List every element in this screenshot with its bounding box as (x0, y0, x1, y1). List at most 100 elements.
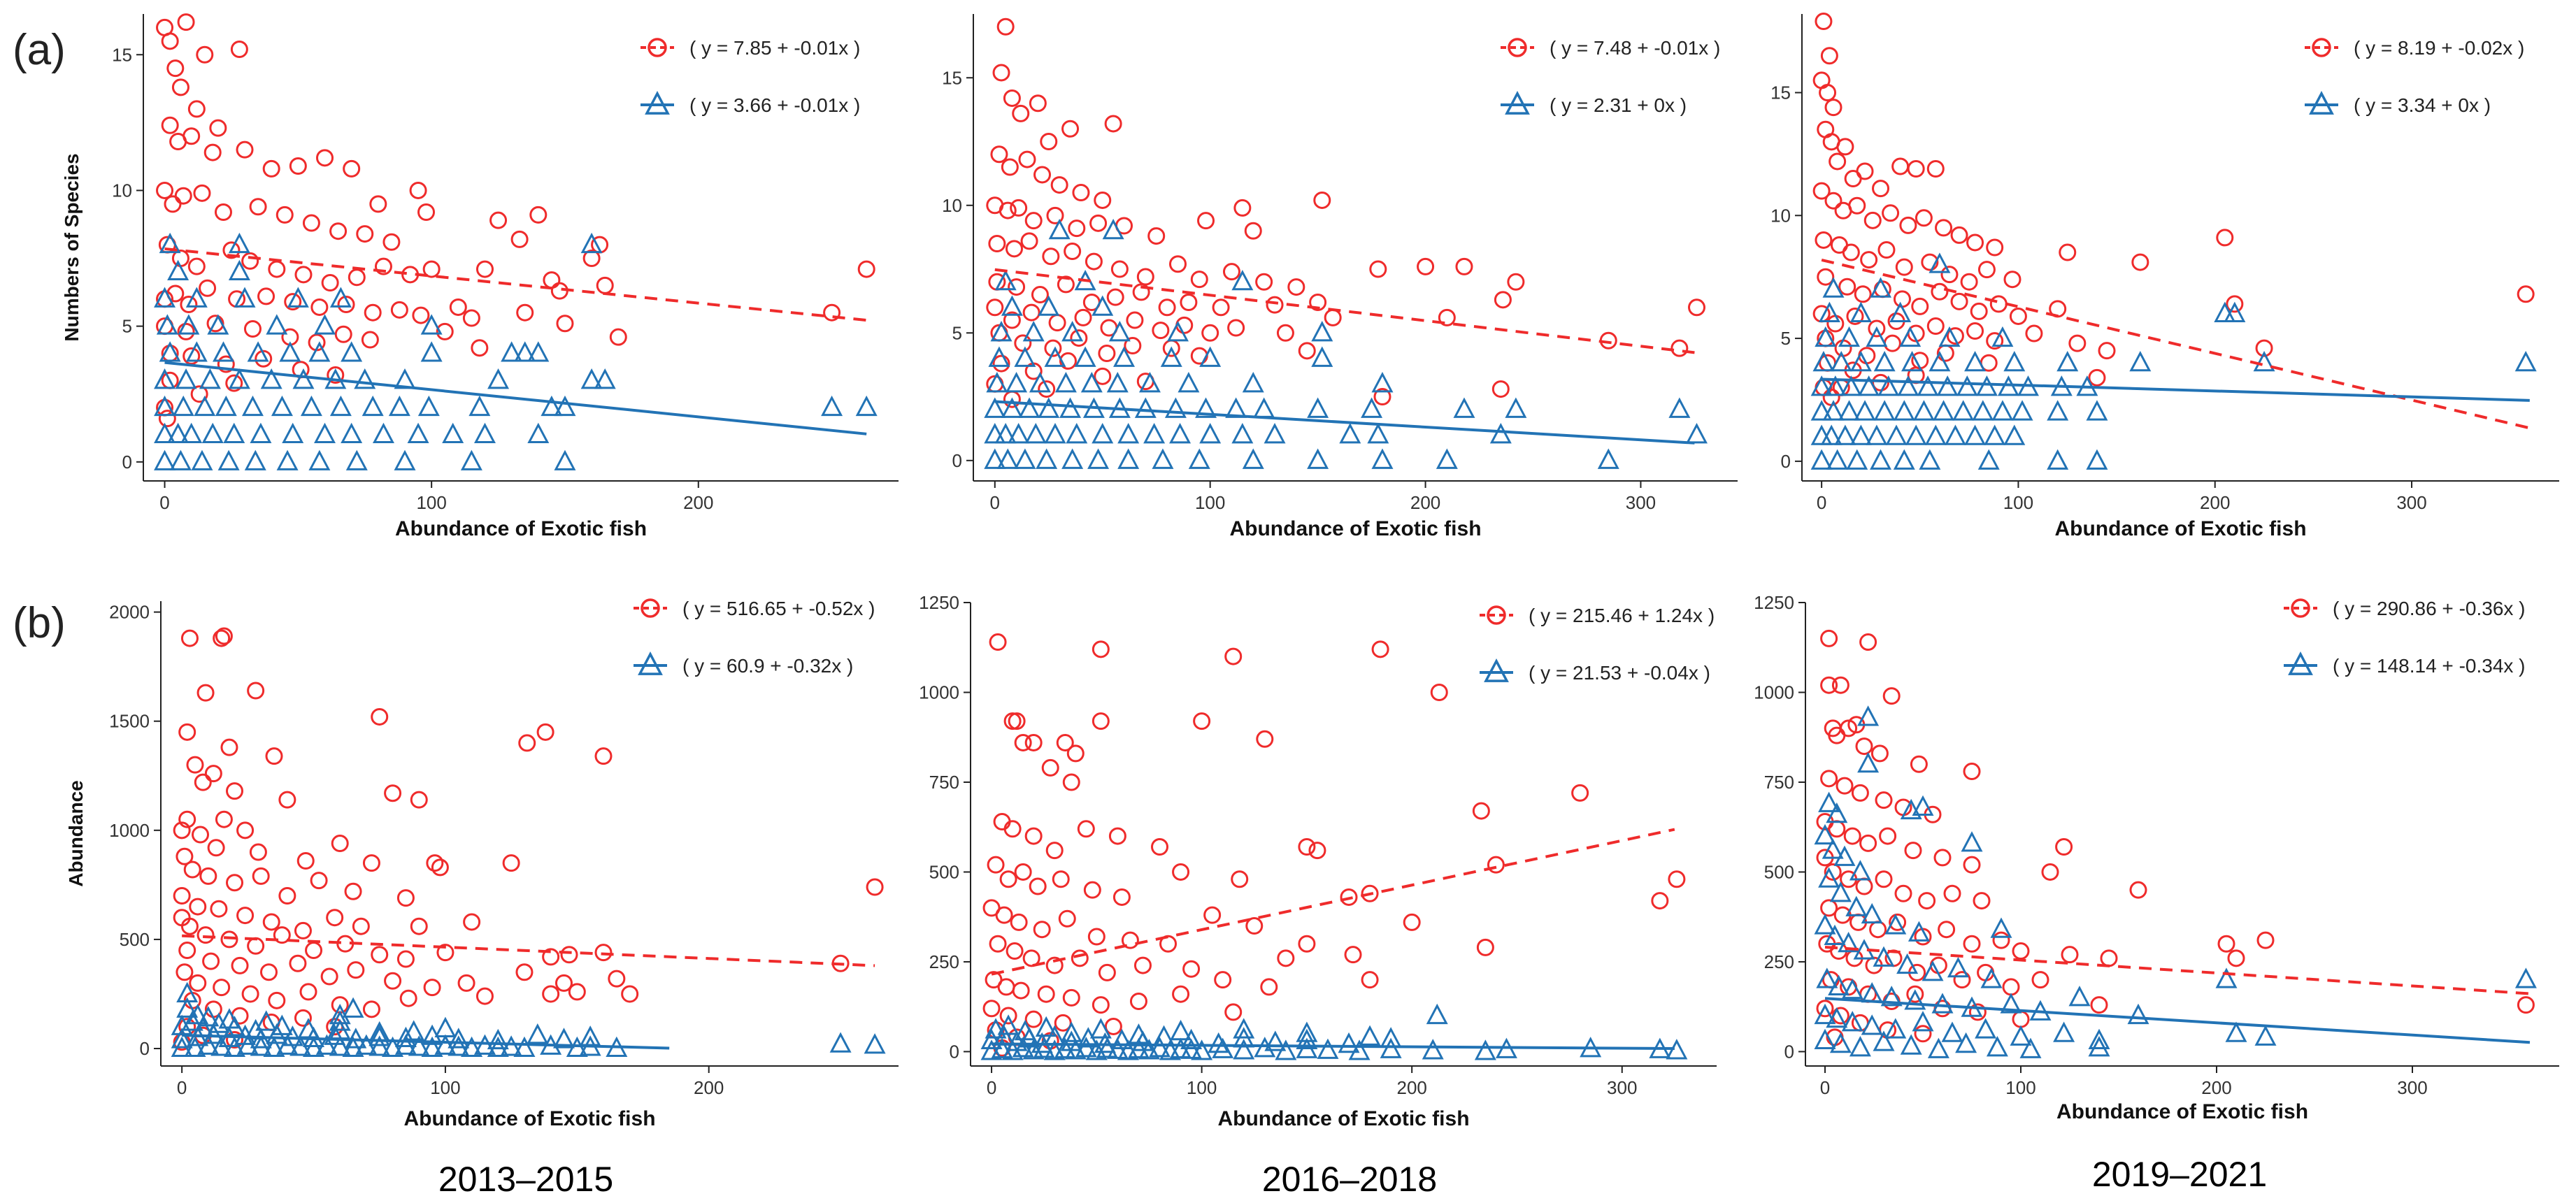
data-point (1873, 946, 1895, 967)
data-point (1178, 372, 1200, 393)
y-tick-label: 750 (929, 772, 959, 793)
data-point (1907, 159, 1925, 178)
data-point (431, 858, 449, 877)
data-point (183, 860, 201, 879)
y-tick-label: 1000 (919, 682, 959, 703)
data-point (2086, 449, 2108, 470)
data-point (207, 314, 229, 335)
data-point (2088, 368, 2106, 387)
data-point (475, 260, 494, 278)
y-tick-label: 5 (952, 322, 962, 343)
data-point (220, 738, 238, 756)
data-point (1889, 913, 1907, 931)
data-point (1921, 253, 1939, 271)
data-point (1668, 397, 1691, 418)
legend-label: ( y = 7.85 + -0.01x ) (689, 37, 860, 59)
data-point (171, 1028, 193, 1049)
data-point (1489, 423, 1512, 444)
data-point (1253, 397, 1275, 418)
data-point (154, 287, 176, 308)
data-point (2061, 946, 2079, 964)
data-point (1113, 346, 1136, 367)
data-point (1199, 346, 1222, 367)
data-point (412, 306, 430, 324)
data-point (289, 954, 307, 972)
data-point (1066, 744, 1085, 763)
y-tick-label: 750 (1764, 772, 1794, 793)
data-point (1891, 157, 1910, 175)
data-point (1929, 350, 1951, 372)
data-point (1172, 863, 1190, 881)
data-point (215, 627, 233, 645)
data-point (1857, 705, 1880, 726)
data-point (442, 422, 464, 444)
legend-marker-circle (641, 598, 660, 618)
data-point (988, 346, 1010, 367)
data-point (1008, 278, 1026, 296)
data-point (1062, 988, 1080, 1007)
data-point (158, 410, 176, 428)
data-point (990, 145, 1008, 164)
data-point (302, 214, 320, 232)
data-point (1159, 935, 1178, 953)
y-tick-label: 250 (929, 951, 959, 972)
data-point (1950, 292, 1968, 310)
data-point (1961, 831, 1983, 852)
x-tick-label: 300 (2397, 1077, 2427, 1098)
legend-marker-circle (1487, 605, 1506, 625)
data-point (1816, 967, 1838, 988)
data-point (1927, 1037, 1949, 1058)
data-point (1050, 176, 1068, 194)
data-point (1935, 219, 1953, 237)
x-tick-label: 0 (159, 492, 169, 513)
data-point (1380, 1037, 1402, 1058)
y-tick-label: 10 (942, 195, 962, 216)
data-point (2090, 996, 2108, 1014)
data-point (1975, 1018, 1997, 1039)
data-point (1991, 326, 2014, 347)
data-point (215, 395, 237, 417)
data-point (1180, 1038, 1203, 1059)
data-point (154, 368, 176, 389)
data-point (1038, 380, 1056, 398)
data-point (1822, 400, 1845, 421)
data-point (159, 232, 181, 254)
data-point (996, 17, 1015, 36)
data-point (1296, 1021, 1318, 1042)
data-point (326, 909, 344, 927)
data-point (2215, 967, 2238, 988)
data-point (1191, 1039, 1213, 1060)
data-point (279, 341, 301, 362)
x-axis-label: Abundance of Exotic fish (1217, 1107, 1469, 1130)
data-point (1822, 838, 1844, 859)
data-point (1060, 1021, 1082, 1042)
legend-label: ( y = 2.31 + 0x ) (1550, 94, 1687, 116)
data-point (230, 40, 248, 58)
x-tick-label: 100 (2003, 492, 2033, 513)
data-point (1059, 352, 1077, 370)
data-point (1102, 219, 1124, 240)
data-point (1188, 448, 1210, 469)
data-point (542, 985, 560, 1003)
fit-line-red (1821, 258, 2531, 430)
data-point (1083, 881, 1101, 899)
data-point (1203, 906, 1222, 924)
y-tick-label: 1250 (919, 592, 959, 613)
data-point (1952, 400, 1975, 421)
data-point (1361, 971, 1379, 989)
data-point (1820, 770, 1838, 788)
data-point (1074, 346, 1096, 367)
data-point (226, 1031, 243, 1049)
data-point (1224, 1003, 1243, 1021)
data-point (1190, 271, 1208, 289)
data-point (1855, 877, 1873, 895)
data-point (2086, 400, 2108, 421)
data-point (1124, 337, 1142, 355)
data-point (161, 116, 179, 134)
data-point (241, 985, 259, 1003)
data-point (1033, 921, 1051, 939)
data-point (2012, 1010, 2030, 1028)
data-point (1072, 184, 1090, 202)
data-point (1042, 247, 1060, 266)
data-point (199, 867, 217, 885)
